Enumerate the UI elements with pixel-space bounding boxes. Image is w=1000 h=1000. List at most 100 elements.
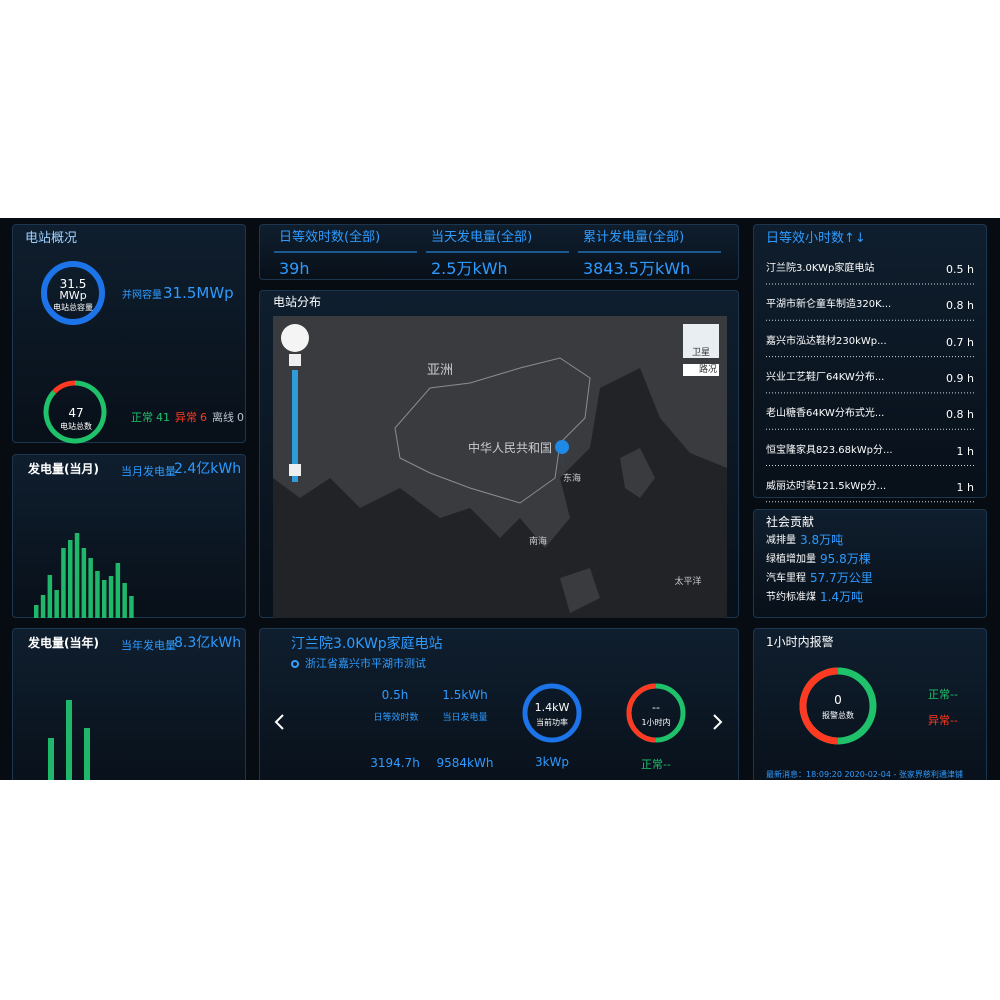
panel-title: 日等效小时数↑↓ [766,231,866,246]
rank-name: 嘉兴市泓达鞋材230kWp... [766,335,887,347]
rank-value: 0.9 h [946,371,974,385]
panel-title: 社会贡献 [766,515,815,529]
grid-value: 31.5MWp [163,284,234,302]
traffic-label: 路况 [698,365,718,375]
rank-name: 平湖市新仑童车制造320K... [766,299,892,311]
summary-value: 2.4亿kWh [174,461,242,477]
total-energy: 9584kWh [436,756,494,770]
stat-label: 日等效时数(全部) [279,230,381,245]
bar [34,605,39,618]
rank-name: 兴业工艺鞋厂64KW分布... [766,371,885,383]
map-pan-control[interactable] [281,324,309,352]
alarm-total: 0 [834,693,842,707]
zoom-out-button[interactable] [289,354,301,366]
map-label: 太平洋 [674,577,702,587]
stat-value: 2.5万kWh [431,259,508,278]
map-label: 南海 [528,537,548,547]
zoom-handle[interactable] [289,464,301,476]
daily-energy-label: 当日发电量 [442,713,488,723]
zoom-slider[interactable] [292,370,298,482]
prev-arrow[interactable] [274,714,284,730]
overview-panel [12,224,246,443]
social-panel [753,509,987,618]
rank-value: 0.5 h [946,263,974,276]
alarm-total-label: 报警总数 [822,711,854,720]
rank-name: 恒宝隆家具823.68kWp分... [766,444,893,456]
social-value: 3.8万吨 [800,533,844,547]
rank-value: 0.7 h [946,335,974,349]
map-islands [560,448,655,613]
bar [68,540,73,618]
panel-title: 电站分布 [273,295,322,309]
map-label: 东海 [562,474,582,484]
bar [84,728,90,780]
power-label: 当前功率 [536,718,568,727]
social-value: 95.8万棵 [820,552,871,566]
stat-value: 3843.5万kWh [583,259,691,278]
social-label: 汽车里程 [766,573,806,584]
next-arrow[interactable] [713,714,723,730]
panel-title: 发电量(当月) [28,462,99,476]
station-panel [259,628,739,780]
status-label: 异常 [175,411,197,424]
panel-title: 电站概况 [25,231,78,246]
daily-hours-label: 日等效时数 [373,713,419,723]
station-capacity: 3kWp [534,755,570,769]
location-icon [291,660,299,668]
rank-name: 老山糖香64KW分布式光... [766,408,885,420]
summary-value: 8.3亿kWh [174,635,242,651]
map-pin[interactable] [555,440,570,475]
bar [129,596,134,618]
hour-ring-part [626,683,657,743]
summary-label: 当月发电量 [121,465,176,478]
bar [81,548,87,618]
bar [74,533,80,618]
status-label: 正常 [131,411,153,424]
ranking-panel [753,224,987,498]
hour-value: -- [652,701,660,714]
summary-label: 当年发电量 [121,639,176,652]
hour-label: 1小时内 [641,718,671,727]
bar [95,571,100,618]
grid-label: 并网容量 [122,290,162,301]
power-ring [522,683,582,743]
map-border [394,357,591,504]
social-label: 减排量 [766,535,796,546]
bar [108,576,114,618]
station-total-label: 电站总数 [60,422,92,431]
status-arc [52,380,76,394]
satellite-button[interactable] [683,324,719,358]
station-address: 浙江省嘉兴市平湖市测试 [305,657,426,670]
map-label: 中华人民共和国 [467,441,553,455]
rank-value: 1 h [956,444,974,458]
social-value: 57.7万公里 [810,571,873,585]
daily-energy: 1.5kWh [442,688,488,702]
bar [66,700,72,780]
stat-label: 累计发电量(全部) [583,230,685,245]
social-label: 节约标准煤 [766,592,816,603]
station-total: 47 [68,406,84,420]
rank-value: 1 h [956,480,974,494]
capacity-unit: MWp [59,289,87,302]
bar [40,595,46,618]
rank-value: 0.8 h [946,299,974,313]
bar [47,575,53,618]
status-count: 6 [200,411,207,424]
social-label: 绿植增加量 [766,554,816,565]
status-count: 41 [156,411,170,424]
map-label: 亚洲 [426,363,454,378]
map-land [273,316,727,548]
power-value: 1.4kW [534,701,570,714]
daily-hours: 0.5h [381,688,409,702]
bar [48,738,54,780]
traffic-button[interactable] [683,364,719,376]
status-arc [43,380,107,444]
panel-title: 1小时内报警 [766,635,834,649]
graphics [34,251,975,780]
status-label: 离线 [212,411,234,424]
capacity-value: 31.5 [59,277,87,291]
capacity-ring [41,261,105,325]
alarm-ring-part [799,667,839,745]
rank-name: 汀兰院3.0KWp家庭电站 [766,263,875,274]
